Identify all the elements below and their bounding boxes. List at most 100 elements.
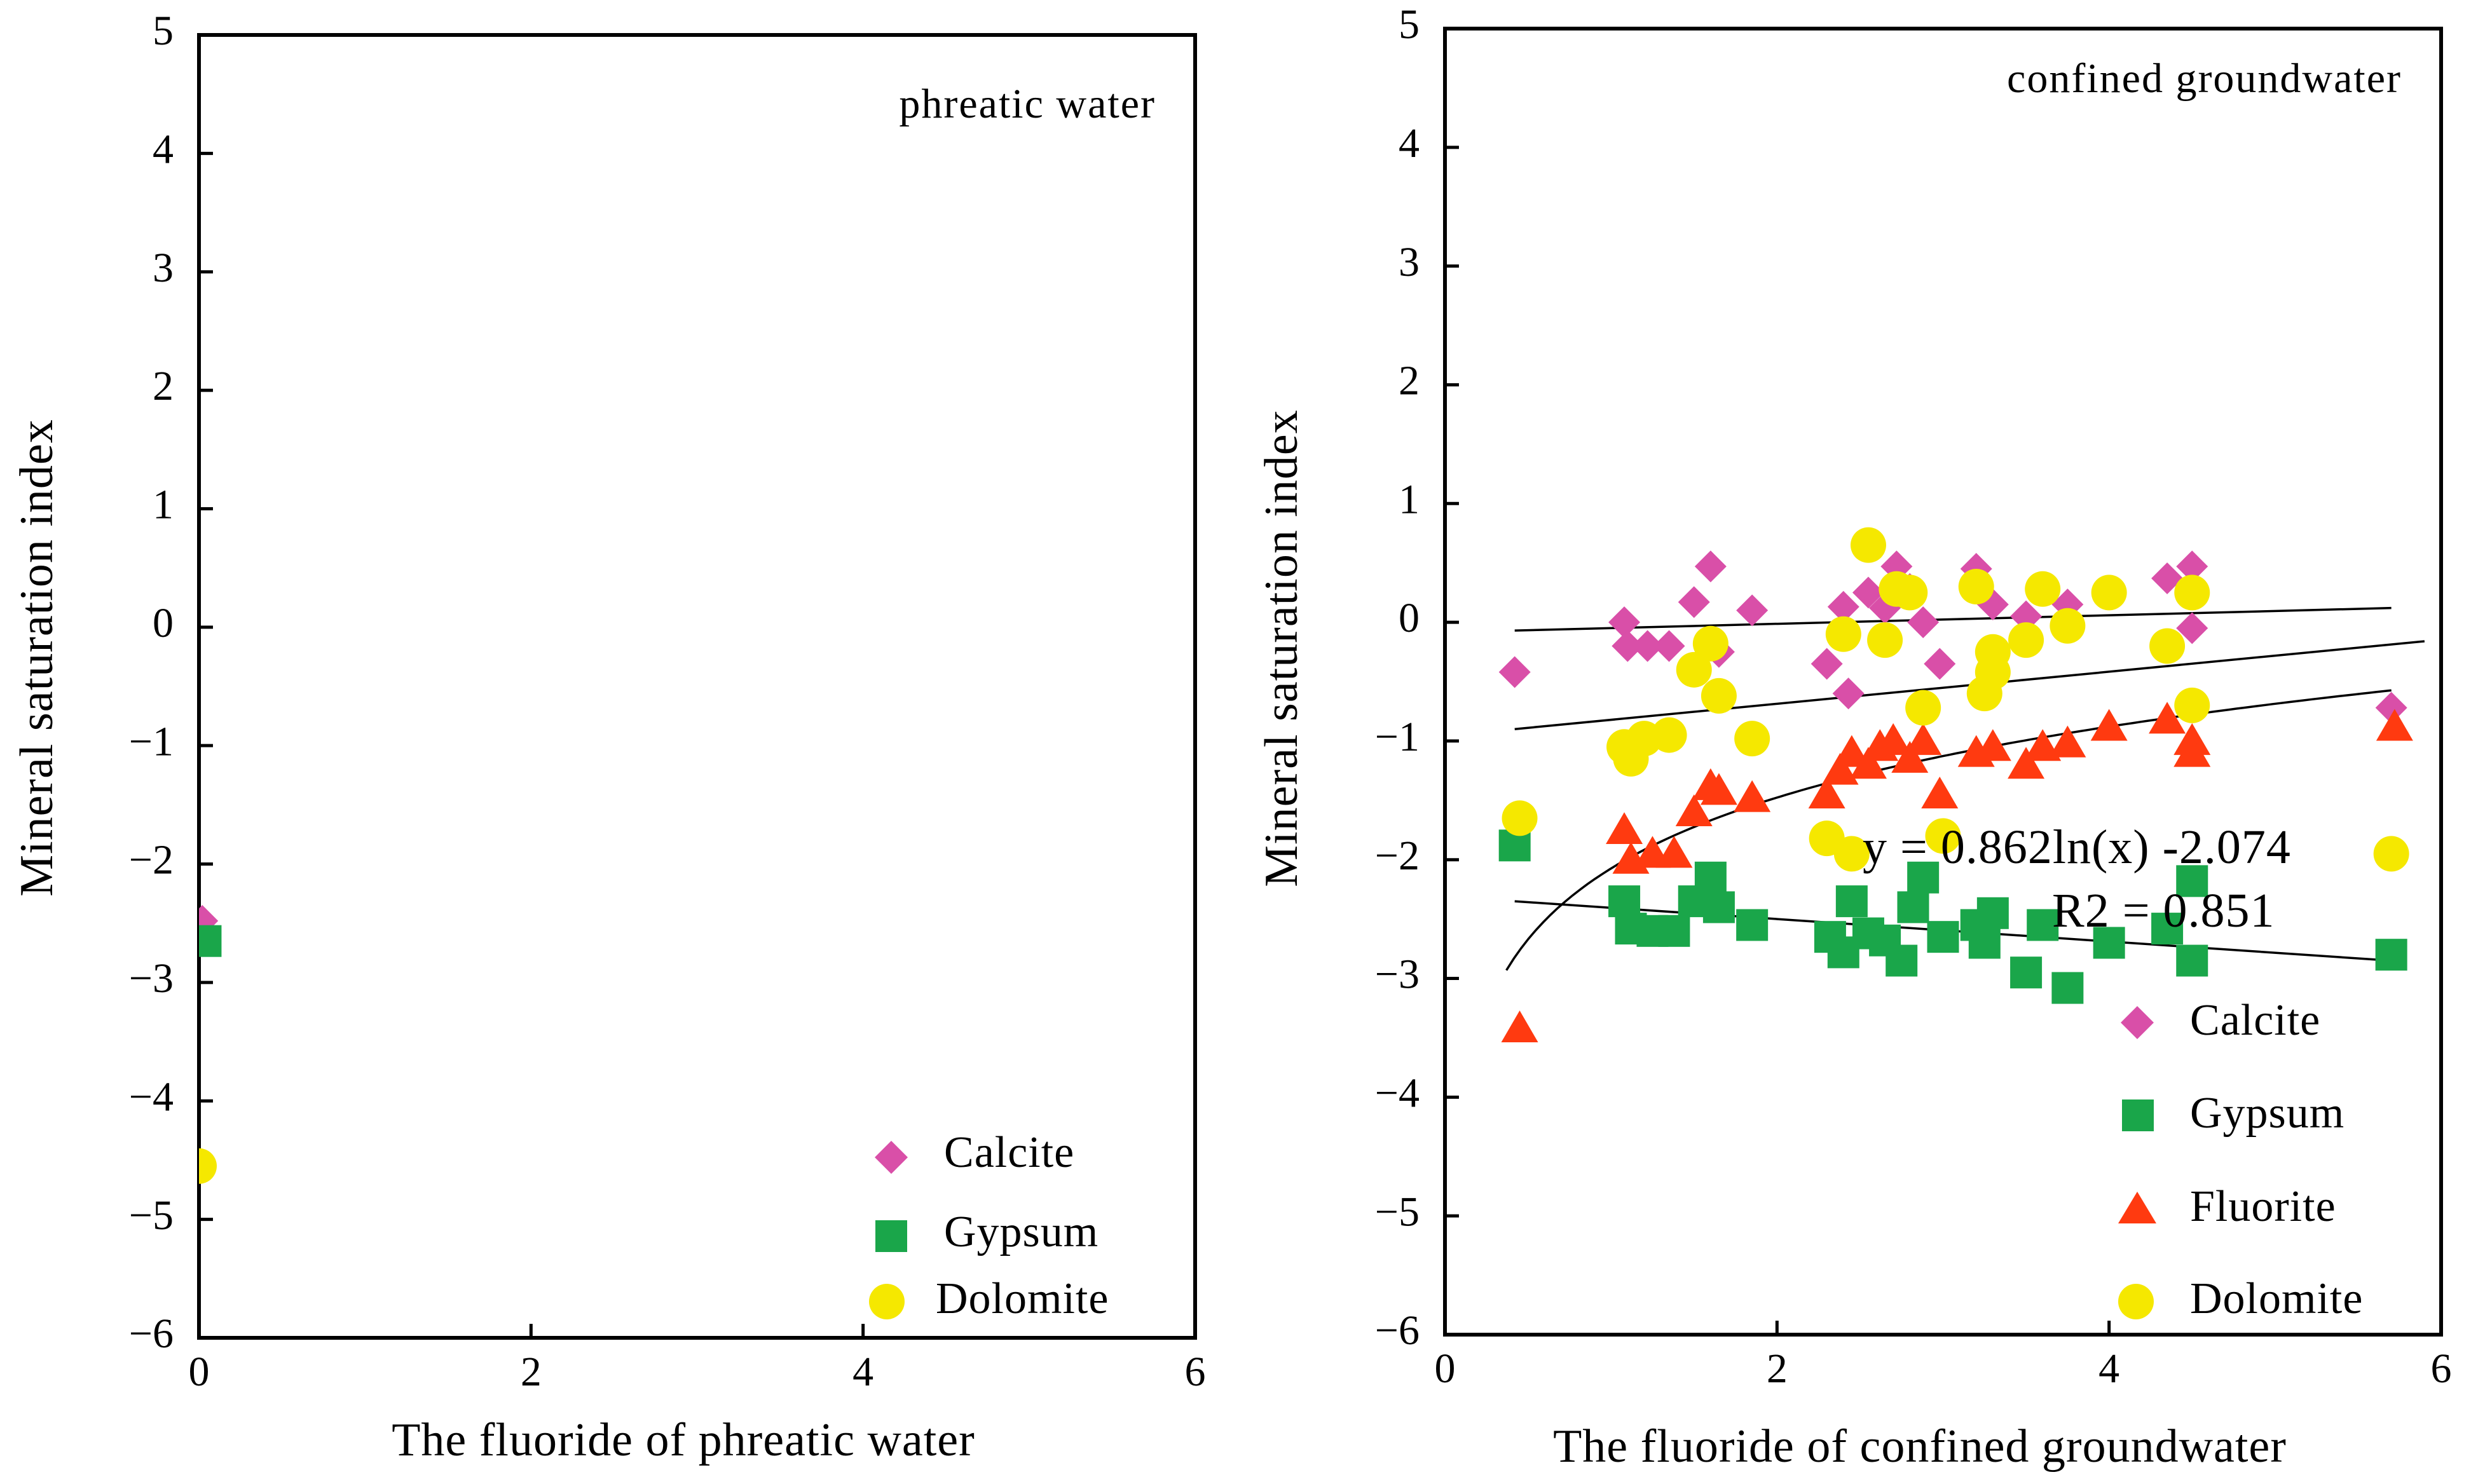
right-dolomite-point [1692, 625, 1728, 662]
right-y-tick-label: −4 [1375, 1070, 1420, 1117]
right-dolomite-point [1833, 836, 1870, 872]
right-fluorite-point [1606, 812, 1643, 845]
right-dolomite-point [1850, 527, 1886, 563]
right-y-tick-label: 1 [1399, 476, 1420, 522]
right-fluorite-point [1821, 752, 1859, 785]
left-legend-gypsum-marker [875, 1220, 907, 1252]
left-y-tick-label: −2 [129, 837, 174, 883]
right-gypsum-point [2151, 913, 2184, 945]
right-dolomite-point [2025, 571, 2061, 607]
left-legend-dolomite-marker [869, 1284, 905, 1319]
right-fluorite-point [1875, 723, 1912, 755]
left-y-tick-label: 3 [153, 245, 174, 291]
right-dolomite-point [2091, 575, 2127, 611]
right-y-tick-label: 2 [1399, 358, 1420, 404]
right-gypsum-point [2027, 909, 2059, 941]
right-dolomite-point [1734, 721, 1770, 757]
right-fluorite-point [1734, 780, 1771, 812]
left-x-tick-label: 2 [521, 1349, 542, 1395]
right-y-tick-label: −6 [1375, 1307, 1420, 1354]
left-y-tick-label: 1 [153, 482, 174, 528]
left-legend-calcite-marker [875, 1141, 908, 1174]
right-gypsum-point [2176, 944, 2208, 977]
right-y-tick-labels: 5 4 3 2 1 0 −1 −2 −3 −4 −5 −6 [1375, 1, 1420, 1354]
left-dolomite-point [199, 1148, 217, 1184]
right-regression-r2: R2 = 0.851 [2052, 884, 2275, 937]
right-fluorite-point [1675, 794, 1713, 826]
right-dolomite-point [1867, 622, 1903, 658]
right-dolomite-point [1975, 654, 2011, 690]
right-calcite-point [1631, 630, 1664, 662]
right-gypsum-point [1736, 909, 1769, 941]
right-panel-annotation: confined groundwater [2007, 55, 2402, 102]
left-legend-dolomite-label: Dolomite [936, 1274, 1109, 1323]
right-calcite-point [1653, 630, 1685, 662]
left-y-axis-title: Mineral saturation index [11, 419, 63, 896]
left-x-tick-labels: 0 2 4 6 [189, 1349, 1206, 1395]
right-legend-dolomite-marker [2118, 1284, 2154, 1319]
confined-groundwater-panel: 5 4 3 2 1 0 −1 −2 −3 −4 −5 −6 0 2 4 6 confined groundw… [1256, 1, 2452, 1473]
right-gypsum-point [2176, 865, 2208, 897]
right-legend-calcite-marker [2121, 1006, 2154, 1039]
left-y-tick-label: 4 [153, 126, 174, 173]
right-fluorite-point [1891, 740, 1929, 773]
right-dolomite-point [1958, 569, 1994, 605]
right-calcite-point [1832, 677, 1865, 710]
right-dolomite-point [1651, 717, 1687, 753]
right-gypsum-point [2375, 939, 2407, 971]
right-y-tick-label: −1 [1375, 714, 1420, 760]
right-dolomite-point [1925, 818, 1961, 854]
right-dolomite-point [1892, 575, 1928, 611]
left-x-tick-label: 0 [189, 1349, 210, 1395]
right-gypsum-point [1907, 861, 1940, 894]
right-y-tick-label: −3 [1375, 951, 1420, 998]
left-legend: Calcite Gypsum Dolomite [869, 1128, 1109, 1323]
right-y-tick-label: 5 [1399, 1, 1420, 48]
right-trendline-calcite [1514, 606, 2392, 632]
right-x-axis-title: The fluoride of confined groundwater [1553, 1420, 2287, 1473]
right-regression-equation: y = 0.862ln(x) -2.074 [1863, 820, 2291, 874]
right-dolomite-point [2373, 836, 2409, 872]
left-x-axis-title: The fluoride of phreatic water [392, 1414, 975, 1466]
right-gypsum-point [1608, 885, 1641, 918]
right-calcite-point [1924, 648, 1956, 680]
right-gypsum-point [1658, 915, 1690, 947]
right-calcite-point [2151, 562, 2184, 594]
right-calcite-point [1612, 630, 1644, 662]
left-y-tick-label: −6 [129, 1310, 174, 1357]
right-fluorite-point [1700, 773, 1737, 805]
right-gypsum-point [1897, 891, 1929, 923]
right-calcite-point [2375, 691, 2407, 724]
right-plot-frame [1443, 27, 2443, 1337]
left-y-tick-label: −3 [129, 955, 174, 1002]
right-y-tick-label: −2 [1375, 833, 1420, 879]
right-legend-fluorite-marker [2118, 1192, 2156, 1223]
left-legend-calcite-label: Calcite [944, 1128, 1074, 1177]
right-x-tick-label: 6 [2431, 1345, 2452, 1392]
left-plot-frame [197, 33, 1197, 1340]
right-fluorite-point [1921, 776, 1959, 808]
right-fluorite-point [1849, 747, 1887, 779]
left-y-tick-labels: 5 4 3 2 1 0 −1 −2 −3 −4 −5 −6 [129, 8, 174, 1357]
left-y-tick-label: −4 [129, 1073, 174, 1120]
right-fluorite-point [2173, 735, 2211, 767]
right-fluorite-point [1974, 729, 2011, 761]
right-gypsum-point [2051, 972, 2084, 1004]
right-legend: Calcite Gypsum Fluorite Dolomite [2118, 996, 2362, 1323]
right-calcite-point [1694, 550, 1727, 583]
right-fluorite-point [1905, 723, 1942, 755]
right-legend-calcite-label: Calcite [2190, 996, 2320, 1045]
right-fluorite-point [1655, 836, 1693, 868]
right-gypsum-point [1702, 891, 1735, 923]
right-y-tick-label: 4 [1399, 120, 1420, 167]
right-fluorite-point [2049, 725, 2086, 758]
right-x-tick-label: 4 [2098, 1345, 2119, 1392]
right-x-tick-label: 0 [1435, 1345, 1456, 1392]
right-calcite-point [1498, 656, 1531, 688]
right-calcite-point [2176, 612, 2208, 644]
right-gypsum-point [1927, 921, 1959, 953]
phreatic-water-panel: 5 4 3 2 1 0 −1 −2 −3 −4 −5 −6 0 2 4 6 phreatic water M… [11, 8, 1206, 1466]
right-calcite-point [1907, 606, 1940, 639]
right-fluorite-point [2149, 702, 2186, 734]
